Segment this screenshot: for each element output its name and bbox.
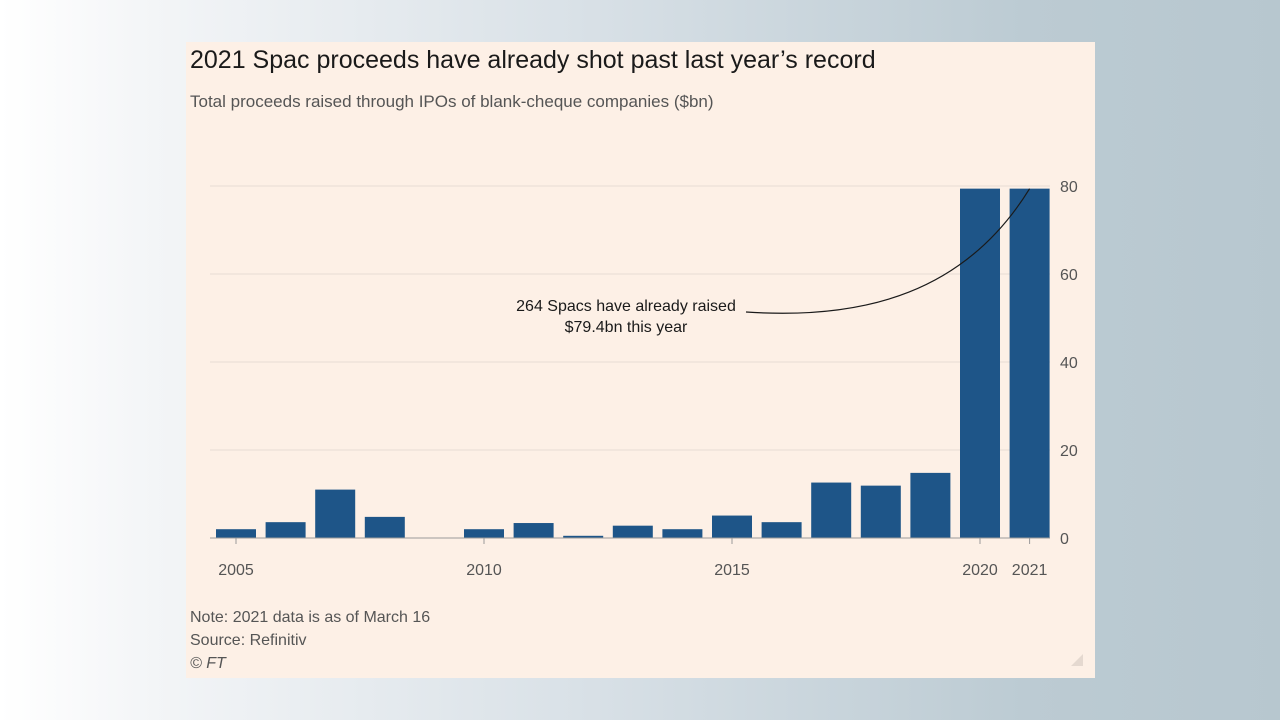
resize-handle-icon: [1071, 654, 1083, 666]
bar-2015: [712, 515, 752, 538]
copyright: © FT: [190, 655, 226, 672]
chart-subtitle: Total proceeds raised through IPOs of bl…: [190, 92, 714, 111]
chart-title: 2021 Spac proceeds have already shot pas…: [190, 46, 876, 74]
bar-chart: 0 20 40 60 80 2005 2010 2015 2020 2021 264 Spacs h…: [210, 179, 1078, 579]
bar-2013: [612, 525, 653, 538]
chart-source: Source: Refinitiv: [190, 632, 307, 649]
bar-2020: [960, 188, 1000, 538]
chart-note: Note: 2021 data is as of March 16: [190, 609, 431, 626]
x-tick-label: 2010: [466, 562, 502, 579]
y-tick-label: 20: [1060, 443, 1078, 460]
chart-footer: Note: 2021 data is as of March 16 Source…: [190, 606, 430, 675]
y-tick-label: 80: [1060, 179, 1078, 196]
x-tick-label: 2005: [218, 562, 254, 579]
annotation-text: $79.4bn this year: [565, 319, 688, 336]
bar-2021: [1009, 188, 1050, 538]
bar-2010: [464, 529, 504, 538]
y-tick-label: 0: [1060, 531, 1069, 548]
x-tick-label: 2021: [1012, 562, 1048, 579]
bar-2007: [315, 489, 356, 538]
x-tick-label: 2020: [962, 562, 998, 579]
bar-2016: [761, 522, 802, 538]
bar-2005: [216, 529, 256, 538]
bar-2019: [910, 472, 951, 538]
bar-2012: [563, 535, 604, 538]
bar-2014: [662, 529, 703, 538]
annotation-leader-line: [745, 188, 1031, 314]
y-tick-label: 60: [1060, 267, 1078, 284]
bar-2011: [513, 523, 554, 538]
bar-2017: [811, 482, 852, 538]
bar-2006: [265, 522, 306, 538]
y-tick-label: 40: [1060, 355, 1078, 372]
bar-2018: [860, 485, 901, 538]
x-tick-label: 2015: [714, 562, 750, 579]
bar-2008: [364, 516, 405, 538]
annotation-text: 264 Spacs have already raised: [516, 298, 736, 315]
chart-card: 2021 Spac proceeds have already shot pas…: [186, 42, 1095, 678]
